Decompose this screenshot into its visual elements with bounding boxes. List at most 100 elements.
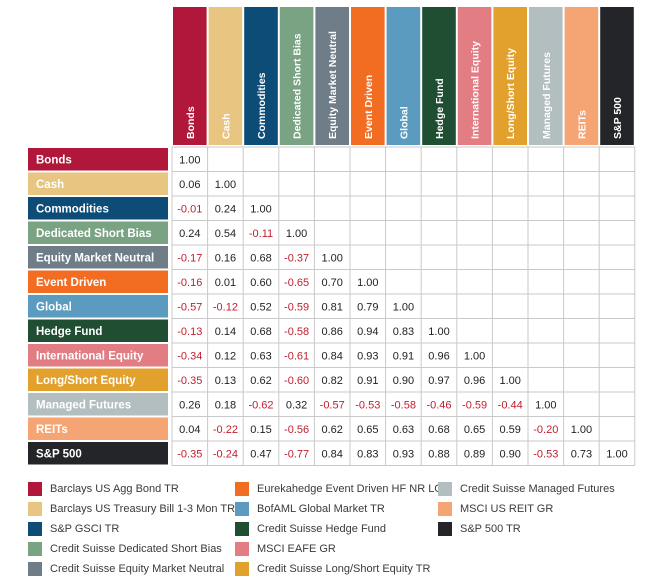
matrix-cell-value: -0.16	[177, 277, 202, 289]
matrix-cell-value: 0.68	[250, 326, 271, 338]
matrix-cell-value: -0.17	[177, 252, 202, 264]
col-header-swatch	[493, 7, 527, 145]
col-header-swatch	[244, 7, 278, 145]
col-header-label: Equity Market Neutral	[327, 31, 339, 139]
legend-swatch	[235, 522, 249, 536]
matrix-cell-value: 0.90	[393, 375, 414, 387]
legend-item: S&P GSCI TR	[28, 520, 119, 538]
row-header-swatch	[28, 148, 168, 171]
matrix-cell-value: -0.01	[177, 203, 202, 215]
matrix-cell-value: -0.53	[533, 448, 558, 460]
row-header-label: Equity Market Neutral	[36, 252, 154, 264]
col-header-swatch	[315, 7, 349, 145]
col-header-label: Event Driven	[363, 75, 375, 139]
matrix-cell-value: 0.24	[215, 203, 236, 215]
matrix-cell-value: -0.13	[177, 326, 202, 338]
legend-label: Credit Suisse Hedge Fund	[257, 523, 387, 535]
row-header-swatch	[28, 368, 168, 391]
matrix-cell-value: 0.94	[357, 326, 378, 338]
legend-item: Barclays US Treasury Bill 1-3 Mon TR	[28, 500, 235, 518]
row-header-label: Cash	[36, 179, 64, 191]
row-header-swatch	[28, 393, 168, 416]
matrix-cell-value: 0.86	[321, 326, 342, 338]
col-header-label: S&P 500	[612, 97, 624, 139]
matrix-cell-value: 0.62	[250, 375, 271, 387]
row-header-swatch	[28, 197, 168, 220]
row-header-swatch	[28, 319, 168, 342]
matrix-cell-value: 0.06	[179, 179, 200, 191]
matrix-cell-value: 1.00	[215, 179, 236, 191]
matrix-cell-value: 0.65	[464, 424, 485, 436]
row-header-label: Event Driven	[36, 277, 106, 289]
legend-item: Eurekahedge Event Driven HF NR LCL	[235, 480, 448, 498]
legend-swatch	[28, 522, 42, 536]
legend-label: Eurekahedge Event Driven HF NR LCL	[257, 483, 449, 495]
matrix-cell-value: 0.14	[215, 326, 236, 338]
legend-item: Barclays US Agg Bond TR	[28, 480, 179, 498]
matrix-cell-value: -0.20	[533, 424, 558, 436]
matrix-cell-value: -0.59	[284, 301, 309, 313]
matrix-cell-value: -0.44	[498, 399, 523, 411]
matrix-cell-value: 0.26	[179, 399, 200, 411]
col-header-swatch	[173, 7, 207, 145]
matrix-cell-value: 0.62	[321, 424, 342, 436]
legend-label: Barclays US Treasury Bill 1-3 Mon TR	[50, 503, 236, 515]
matrix-cell-value: 1.00	[250, 203, 271, 215]
legend-swatch	[28, 562, 42, 576]
matrix-cell-value: 0.93	[357, 350, 378, 362]
row-header-label: S&P 500	[36, 448, 82, 460]
matrix-cell-value: 1.00	[499, 375, 520, 387]
col-header-swatch	[529, 7, 563, 145]
col-header-label: Dedicated Short Bias	[292, 33, 304, 139]
col-header-swatch	[279, 7, 314, 145]
row-header-label: Dedicated Short Bias	[36, 228, 152, 240]
matrix-cell-value: 0.83	[393, 326, 414, 338]
matrix-cell-value: 0.97	[428, 375, 449, 387]
matrix-cell-value: 1.00	[321, 252, 342, 264]
matrix-cell-value: -0.61	[284, 350, 309, 362]
matrix-cell-value: -0.57	[177, 301, 202, 313]
matrix-cell-value: 0.63	[250, 350, 271, 362]
matrix-cell-value: 0.13	[215, 375, 236, 387]
legend-item: S&P 500 TR	[438, 520, 521, 538]
matrix-cell-value: 0.96	[428, 350, 449, 362]
legend-label: Credit Suisse Long/Short Equity TR	[257, 563, 431, 575]
legend-label: MSCI EAFE GR	[257, 543, 336, 555]
matrix-cell-value: 0.90	[499, 448, 520, 460]
legend-label: BofAML Global Market TR	[257, 503, 385, 515]
legend-swatch	[235, 542, 249, 556]
row-header-label: Hedge Fund	[36, 326, 102, 338]
matrix-cell-value: 0.63	[393, 424, 414, 436]
matrix-cell-value: 0.12	[215, 350, 236, 362]
matrix-cell-value: -0.56	[284, 424, 309, 436]
legend-label: S&P 500 TR	[460, 523, 521, 535]
legend-swatch	[235, 482, 249, 496]
matrix-cell-value: 0.16	[215, 252, 236, 264]
matrix-cell-value: 0.18	[215, 399, 236, 411]
matrix-cell-value: 0.89	[464, 448, 485, 460]
col-header-swatch	[600, 7, 634, 145]
matrix-cell-value: 0.59	[499, 424, 520, 436]
matrix-cell-value: 0.82	[321, 375, 342, 387]
matrix-cell-value: 1.00	[535, 399, 556, 411]
legend-swatch	[438, 502, 452, 516]
matrix-cell-value: -0.60	[284, 375, 309, 387]
matrix-cell-value: 0.32	[286, 399, 307, 411]
matrix-cells: 1.00 0.06 1.00 -0.01 0.24 1.00 0.24 0.54 -0.11 1.…	[177, 154, 627, 460]
matrix-cell-value: -0.57	[320, 399, 345, 411]
row-header-label: Global	[36, 301, 72, 313]
matrix-cell-value: 0.83	[357, 448, 378, 460]
matrix-cell-value: 1.00	[357, 277, 378, 289]
matrix-cell-value: -0.53	[355, 399, 380, 411]
row-header-swatch	[28, 344, 168, 367]
matrix-cell-value: 0.91	[393, 350, 414, 362]
matrix-cell-value: 1.00	[286, 228, 307, 240]
col-header-swatch	[564, 7, 599, 145]
row-header-label: REITs	[36, 424, 68, 436]
row-header-swatch	[28, 221, 168, 244]
legend-item: BofAML Global Market TR	[235, 500, 385, 518]
legend-swatch	[235, 502, 249, 516]
legend-item: Credit Suisse Managed Futures	[438, 480, 615, 498]
matrix-cell-value: -0.62	[248, 399, 273, 411]
row-header-swatch	[28, 246, 168, 269]
